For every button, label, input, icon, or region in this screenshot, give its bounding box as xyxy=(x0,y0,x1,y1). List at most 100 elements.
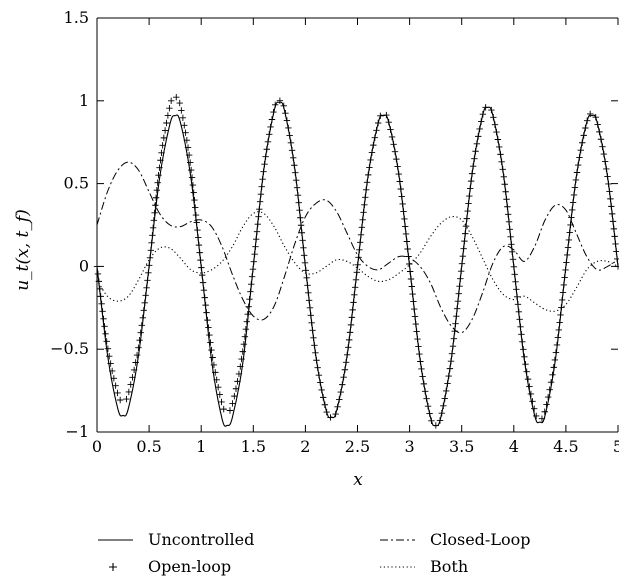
open-loop-marker xyxy=(574,161,582,169)
y-tick-label: 1 xyxy=(79,91,89,110)
y-tick-label: −0.5 xyxy=(50,339,89,358)
open-loop-marker xyxy=(100,315,107,323)
open-loop-marker xyxy=(400,208,407,215)
open-loop-marker xyxy=(194,226,201,234)
open-loop-marker xyxy=(442,387,450,395)
open-loop-marker xyxy=(108,367,116,375)
open-loop-marker xyxy=(229,400,236,407)
open-loop-marker xyxy=(368,149,376,156)
open-loop-marker xyxy=(127,381,134,388)
open-loop-marker xyxy=(561,274,568,281)
open-loop-marker xyxy=(457,267,465,275)
open-loop-marker xyxy=(257,190,265,198)
open-loop-marker xyxy=(371,134,379,141)
open-loop-marker xyxy=(354,261,361,269)
open-loop-marker xyxy=(586,110,594,118)
open-loop-marker xyxy=(123,395,130,403)
open-loop-marker xyxy=(582,124,589,132)
open-loop-marker xyxy=(556,319,563,326)
open-loop-marker xyxy=(155,172,162,179)
open-loop-marker xyxy=(187,166,195,174)
open-loop-marker xyxy=(348,314,356,321)
open-loop-marker xyxy=(521,353,528,360)
open-loop-marker xyxy=(352,276,360,284)
open-loop-marker xyxy=(142,292,149,299)
open-loop-marker xyxy=(116,396,124,404)
open-loop-marker xyxy=(209,354,216,361)
open-loop-marker xyxy=(383,111,390,119)
open-loop-marker xyxy=(132,359,139,366)
open-loop-marker xyxy=(597,136,605,143)
open-loop-marker xyxy=(191,196,198,204)
open-loop-marker xyxy=(185,151,193,159)
open-loop-marker xyxy=(337,388,345,396)
x-tick-label: 2.5 xyxy=(345,437,370,456)
open-loop-marker xyxy=(244,311,251,318)
open-loop-marker xyxy=(377,112,384,119)
open-loop-marker xyxy=(549,371,556,379)
y-tick-label: −1 xyxy=(65,422,89,441)
open-loop-marker xyxy=(396,178,404,185)
open-loop-marker xyxy=(267,123,274,131)
open-loop-marker xyxy=(406,260,413,268)
open-loop-marker xyxy=(419,373,426,380)
open-loop-marker xyxy=(554,334,562,341)
x-axis-label: x xyxy=(353,470,363,490)
open-loop-marker xyxy=(253,236,260,243)
open-loop-marker xyxy=(526,383,533,390)
open-loop-marker xyxy=(395,170,402,178)
open-loop-marker xyxy=(259,175,266,183)
x-tick-label: 1 xyxy=(196,437,206,456)
open-loop-marker xyxy=(205,324,212,331)
open-loop-marker xyxy=(504,211,512,218)
open-loop-marker xyxy=(255,213,262,220)
open-loop-marker xyxy=(388,133,396,141)
open-loop-marker xyxy=(547,379,555,386)
x-tick-label: 1.5 xyxy=(241,437,266,456)
open-loop-marker xyxy=(295,199,302,206)
open-loop-marker xyxy=(232,385,240,392)
open-loop-marker xyxy=(181,122,188,129)
open-loop-marker xyxy=(604,173,611,180)
open-loop-marker xyxy=(583,117,591,124)
open-loop-marker xyxy=(189,181,197,189)
open-loop-marker xyxy=(346,329,354,336)
open-loop-marker xyxy=(608,210,616,218)
open-loop-marker xyxy=(166,104,173,112)
open-loop-marker xyxy=(458,260,466,267)
legend-item-open-loop: Open-loop xyxy=(109,557,231,576)
legend-item-both: Both xyxy=(380,557,468,576)
open-loop-marker xyxy=(173,93,180,101)
open-loop-marker xyxy=(563,259,570,266)
open-loop-marker xyxy=(178,107,185,114)
open-loop-marker xyxy=(456,282,463,290)
open-loop-marker xyxy=(345,336,353,344)
legend-item-uncontrolled: Uncontrolled xyxy=(98,530,254,549)
open-loop-marker xyxy=(373,127,380,134)
plot-frame xyxy=(96,17,618,433)
open-loop-marker xyxy=(268,116,276,123)
open-loop-marker xyxy=(198,264,205,271)
open-loop-marker xyxy=(110,375,118,382)
open-loop-marker xyxy=(417,358,424,365)
open-loop-marker xyxy=(256,198,264,205)
open-loop-marker xyxy=(462,230,469,237)
open-loop-marker xyxy=(280,102,287,109)
open-loop-marker xyxy=(151,209,158,216)
open-loop-marker xyxy=(312,349,319,356)
open-loop-marker xyxy=(362,194,369,201)
open-loop-marker xyxy=(204,316,211,324)
x-tick-label: 3.5 xyxy=(449,437,474,456)
open-loop-marker xyxy=(401,215,408,223)
open-loop-marker xyxy=(465,200,472,207)
open-loop-marker xyxy=(504,203,511,210)
open-loop-marker xyxy=(511,271,518,278)
open-loop-marker xyxy=(513,286,520,293)
open-loop-marker xyxy=(311,342,318,349)
open-loop-marker xyxy=(482,104,489,111)
open-loop-marker xyxy=(454,297,462,305)
open-loop-marker xyxy=(391,148,399,155)
open-loop-marker xyxy=(565,236,573,244)
open-loop-marker xyxy=(399,200,406,208)
